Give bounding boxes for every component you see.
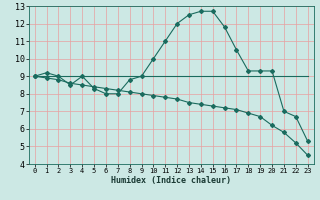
X-axis label: Humidex (Indice chaleur): Humidex (Indice chaleur) [111, 176, 231, 185]
